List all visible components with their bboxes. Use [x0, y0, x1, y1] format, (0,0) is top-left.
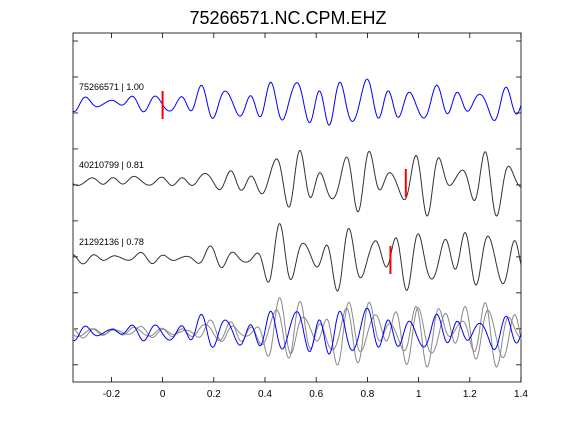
- x-axis: -0.2 0 0.2 0.4 0.6 0.8 1 1.2 1.4: [103, 33, 528, 400]
- x-tick-label: 1.2: [463, 389, 477, 400]
- x-tick-label: 1.4: [514, 389, 528, 400]
- x-tick-label: 0: [160, 389, 166, 400]
- trace-label: 75266571 | 1.00: [79, 82, 144, 92]
- x-tick-label: 1: [416, 389, 422, 400]
- trace-line: [72, 149, 522, 217]
- trace-label: 40210799 | 0.81: [79, 160, 144, 170]
- traces: 75266571 | 1.00 40210799 | 0.81 21292136 |…: [72, 78, 522, 368]
- overlay-reference-trace: [72, 307, 522, 355]
- x-tick-label: 0.4: [258, 389, 272, 400]
- plot-frame: [72, 32, 522, 383]
- trace-line: [72, 222, 522, 292]
- trace-label: 21292136 | 0.78: [79, 237, 144, 247]
- chart-title: 75266571.NC.CPM.EHZ: [189, 8, 386, 28]
- x-tick-label: -0.2: [103, 389, 121, 400]
- x-tick-label: 0.6: [309, 389, 323, 400]
- trace-line: [72, 78, 522, 126]
- x-tick-label: 0.2: [207, 389, 221, 400]
- overlay-trace: [72, 296, 522, 366]
- x-tick-label: 0.8: [360, 389, 374, 400]
